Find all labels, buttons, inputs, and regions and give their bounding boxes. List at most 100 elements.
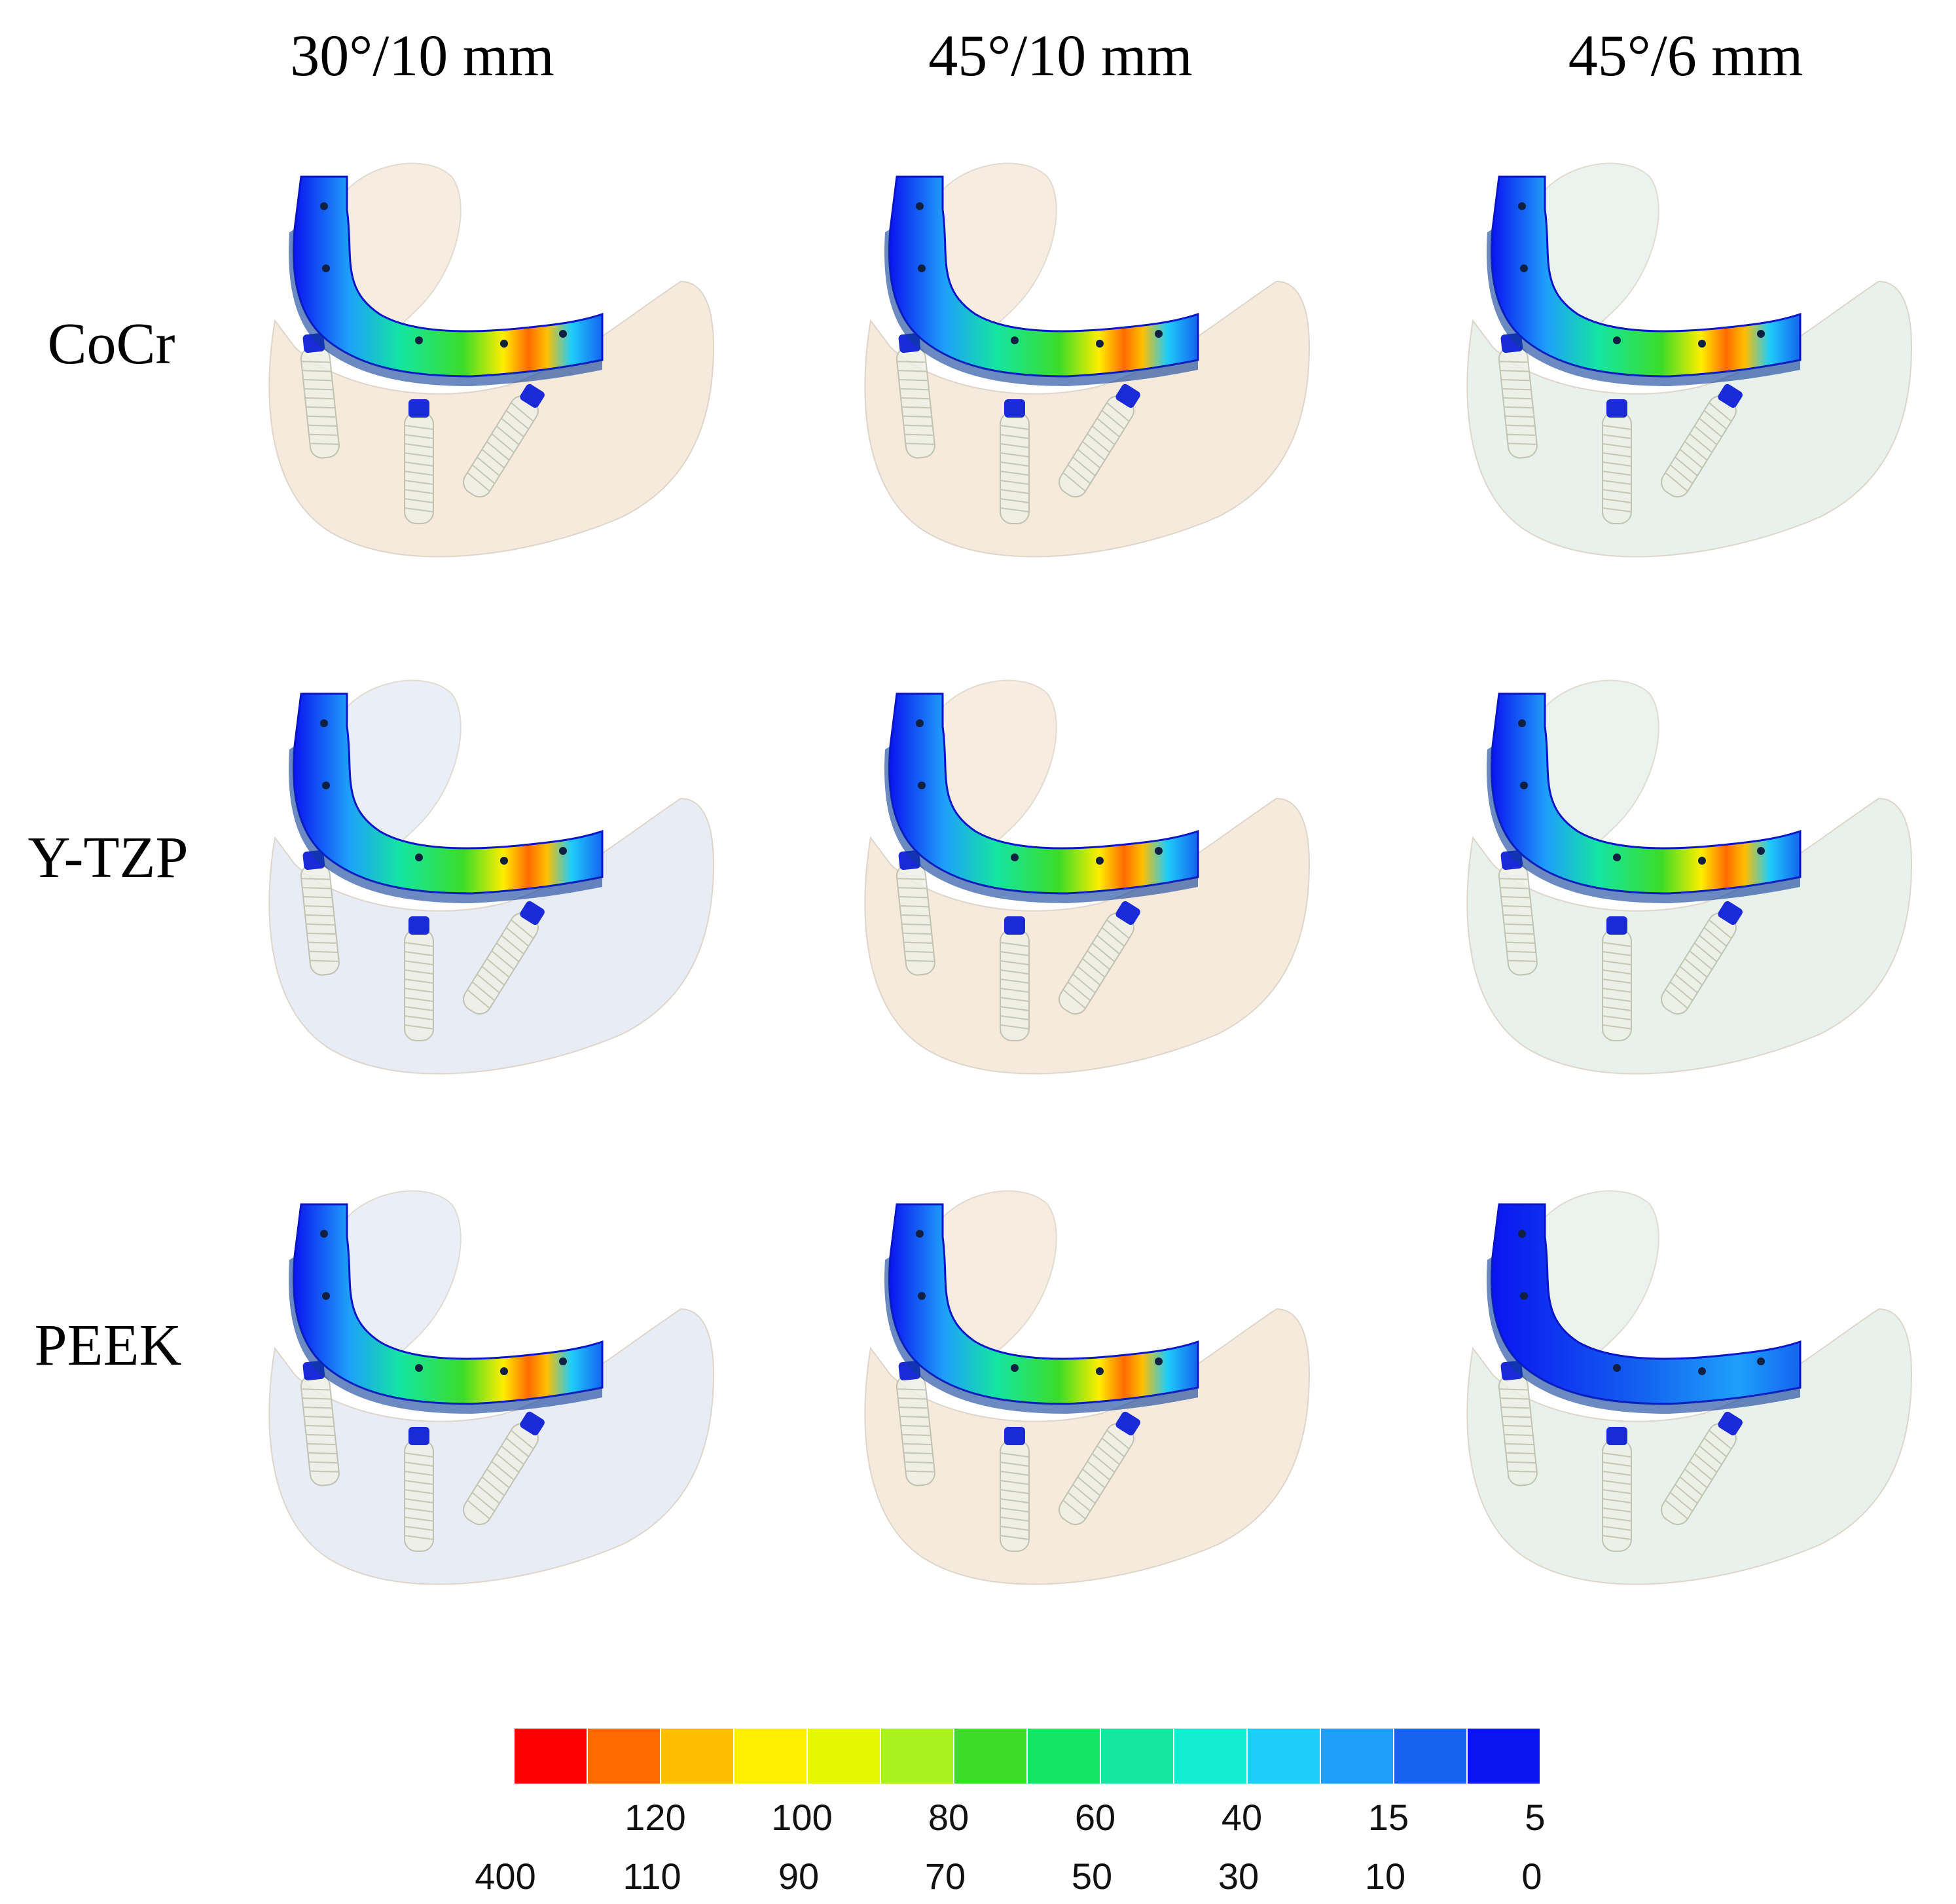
screw-hole-1 xyxy=(1518,202,1526,210)
screw-hole-1 xyxy=(916,1230,924,1238)
legend-color-box-10 xyxy=(1173,1727,1248,1785)
screw-hole-3 xyxy=(415,336,423,344)
screw-hole-4 xyxy=(1096,857,1104,865)
panel-peek-45-10 xyxy=(864,1190,1311,1585)
model-panels xyxy=(268,162,1913,1585)
panel-cocr-45-6 xyxy=(1466,162,1913,558)
implant-1 xyxy=(1498,1361,1538,1486)
implant-2 xyxy=(1000,1427,1030,1552)
screw-hole-5 xyxy=(559,330,567,338)
screw-hole-1 xyxy=(1518,1230,1526,1238)
implant-3 xyxy=(1661,384,1743,498)
legend-upper-tick-5: 40 xyxy=(1222,1797,1262,1838)
screw-hole-5 xyxy=(1757,330,1765,338)
row-label-ytzp: Y-TZP xyxy=(28,825,189,890)
implant-3 xyxy=(1059,901,1140,1015)
legend-color-box-3 xyxy=(660,1727,734,1785)
framework-bar-side xyxy=(289,746,602,903)
legend-lower-tick-7: 10 xyxy=(1365,1856,1405,1897)
implant-3 xyxy=(1059,1411,1140,1526)
screw-hole-4 xyxy=(1096,340,1104,348)
screw-hole-3 xyxy=(1011,336,1019,344)
legend-lower-tick-4: 70 xyxy=(925,1856,966,1897)
implant-1 xyxy=(1498,850,1538,976)
screw-hole-5 xyxy=(1155,847,1163,855)
framework-bar-side xyxy=(1487,1257,1800,1414)
panel-ytzp-45-10 xyxy=(864,679,1311,1075)
screw-hole-1 xyxy=(1518,719,1526,727)
legend-color-box-14 xyxy=(1466,1727,1541,1785)
screw-hole-1 xyxy=(320,1230,328,1238)
legend-color-box-11 xyxy=(1246,1727,1321,1785)
framework-bar xyxy=(293,175,604,378)
legend-upper-tick-1: 120 xyxy=(625,1797,685,1838)
implant-2 xyxy=(1000,399,1030,524)
screw-hole-5 xyxy=(1757,847,1765,855)
implant-2 xyxy=(1602,916,1632,1041)
screw-hole-3 xyxy=(1613,1364,1621,1372)
legend-color-box-9 xyxy=(1100,1727,1174,1785)
implant-1 xyxy=(300,333,340,459)
screw-hole-4 xyxy=(500,857,508,865)
implant-1 xyxy=(300,1361,340,1486)
legend-color-box-12 xyxy=(1320,1727,1394,1785)
framework-bar xyxy=(1491,175,1802,378)
panel-cocr-30-10 xyxy=(268,162,715,558)
framework-bar xyxy=(293,1203,604,1405)
legend-lower-tick-1: 400 xyxy=(475,1856,535,1897)
screw-hole-2 xyxy=(1520,1292,1528,1300)
screw-hole-2 xyxy=(322,781,330,789)
legend-color-box-8 xyxy=(1026,1727,1101,1785)
screw-hole-2 xyxy=(322,1292,330,1300)
screw-hole-2 xyxy=(918,264,926,272)
implant-1 xyxy=(896,333,935,459)
row-label-cocr: CoCr xyxy=(47,312,175,376)
framework-bar-side xyxy=(884,746,1198,903)
implant-2 xyxy=(1602,1427,1632,1552)
screw-hole-3 xyxy=(1613,336,1621,344)
legend-lower-tick-3: 90 xyxy=(778,1856,819,1897)
framework-bar xyxy=(293,692,604,895)
framework-bar-side xyxy=(884,1257,1198,1414)
framework-bar-side xyxy=(289,1257,602,1414)
screw-hole-3 xyxy=(415,853,423,861)
framework-bar-side xyxy=(289,229,602,386)
implant-1 xyxy=(896,1361,935,1486)
implant-3 xyxy=(1661,901,1743,1015)
implant-2 xyxy=(1602,399,1632,524)
legend-color-box-1 xyxy=(513,1727,588,1785)
legend-color-box-5 xyxy=(806,1727,881,1785)
implant-3 xyxy=(463,1411,545,1526)
implant-2 xyxy=(404,916,434,1041)
framework-bar xyxy=(1491,1203,1802,1405)
screw-hole-3 xyxy=(415,1364,423,1372)
screw-hole-4 xyxy=(1698,340,1706,348)
legend-upper-tick-7: 5 xyxy=(1525,1797,1545,1838)
screw-hole-5 xyxy=(559,1357,567,1365)
implant-2 xyxy=(404,399,434,524)
implant-3 xyxy=(463,384,545,498)
legend-upper-tick-2: 100 xyxy=(771,1797,832,1838)
legend-upper-tick-6: 15 xyxy=(1368,1797,1409,1838)
legend-upper-tick-3: 80 xyxy=(928,1797,969,1838)
implant-1 xyxy=(300,850,340,976)
legend-color-box-7 xyxy=(953,1727,1028,1785)
legend-lower-tick-6: 30 xyxy=(1218,1856,1259,1897)
screw-hole-2 xyxy=(1520,781,1528,789)
legend-lower-tick-2: 110 xyxy=(623,1856,681,1897)
screw-hole-3 xyxy=(1011,853,1019,861)
legend-upper-tick-4: 60 xyxy=(1075,1797,1115,1838)
framework-bar xyxy=(1491,692,1802,895)
panel-peek-30-10 xyxy=(268,1190,715,1585)
screw-hole-1 xyxy=(916,719,924,727)
screw-hole-4 xyxy=(1698,857,1706,865)
implant-2 xyxy=(1000,916,1030,1041)
framework-bar-side xyxy=(1487,229,1800,386)
legend-color-box-4 xyxy=(733,1727,808,1785)
column-label-30-10: 30°/10 mm xyxy=(290,24,554,88)
screw-hole-2 xyxy=(1520,264,1528,272)
legend-color-box-13 xyxy=(1393,1727,1468,1785)
screw-hole-5 xyxy=(1155,330,1163,338)
screw-hole-4 xyxy=(500,1367,508,1375)
